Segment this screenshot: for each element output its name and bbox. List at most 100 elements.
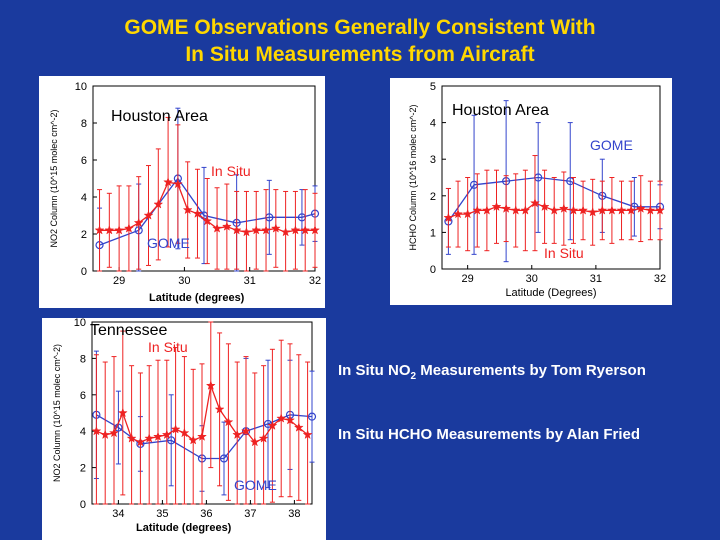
no2-tennessee-insitu-point: [117, 407, 128, 418]
hcho-houston-insitu-point: [539, 201, 550, 212]
no2-tennessee-insitu-point: [240, 425, 252, 436]
no2-houston-gome-series-line: [99, 177, 316, 246]
no2-houston-insitu-point: [231, 225, 242, 235]
hcho-houston-region-label: Houston Area: [452, 102, 549, 119]
no2-houston-insitu-point: [114, 225, 125, 235]
no2-houston-insitu-point: [309, 225, 321, 235]
no2-houston-chart: 0 2 4 6 8 10 29 30 31 32 NO2 Column (10^15 molec c…: [49, 81, 321, 287]
no2-tennessee-y-tick-label: 0: [80, 499, 86, 511]
no2-credit-prefix: In Situ NO: [338, 362, 411, 379]
hcho-houston-insitu-point: [501, 203, 512, 213]
hcho-houston-x-axis-label: Latitude (Degrees): [505, 287, 596, 299]
hcho-houston-insitu-point: [510, 205, 521, 215]
no2-tennessee-insitu-point: [205, 380, 216, 390]
hcho-houston-insitu-label: In Situ: [544, 245, 584, 261]
hcho-houston-insitu-point: [645, 205, 656, 215]
hcho-houston-insitu-point: [626, 205, 637, 215]
no2-houston-insitu-point: [202, 215, 213, 226]
no2-houston-y-axis-label: NO2 Column (10^15 molec cm^-2): [49, 110, 59, 248]
hcho-houston-insitu-point: [635, 203, 646, 213]
no2-houston-insitu-point: [300, 225, 311, 235]
no2-tennessee-gome-point: [307, 412, 317, 421]
hcho-houston-y-axis-label: HCHO Column (10^16 molec cm^-2): [408, 105, 418, 251]
no2-tennessee-gome-label: GOME: [234, 477, 277, 493]
no2-tennessee-insitu-label: In Situ: [148, 339, 188, 355]
no2-tennessee-insitu-point: [276, 413, 287, 423]
no2-tennessee-x-tick-label: 35: [156, 508, 168, 520]
no2-tennessee-x-tick-label: 36: [200, 508, 212, 520]
hcho-houston-insitu-point: [462, 208, 473, 219]
no2-tennessee-insitu-point: [100, 429, 111, 440]
hcho-houston-insitu-point: [549, 205, 560, 215]
no2-tennessee-insitu-point: [267, 420, 278, 431]
no2-tennessee-y-tick-label: 10: [74, 318, 86, 329]
no2-tennessee-insitu-point: [232, 429, 243, 440]
hcho-credit-note: In Situ HCHO Measurements by Alan Fried: [338, 426, 640, 443]
no2-tennessee-insitu-point: [302, 429, 313, 440]
no2-tennessee-y-tick-label: 4: [80, 426, 86, 438]
no2-tennessee-y-tick-label: 2: [80, 463, 86, 475]
hcho-houston-insitu-point: [616, 205, 627, 215]
no2-tennessee-insitu-point: [223, 416, 234, 427]
no2-houston-y-tick-label: 6: [81, 155, 87, 167]
no2-houston-insitu-point: [280, 226, 291, 237]
no2-tennessee-gome-point: [219, 454, 229, 463]
hcho-houston-x-tick-label: 32: [654, 273, 666, 285]
hcho-houston-insitu-point: [597, 205, 608, 215]
no2-houston-x-tick-label: 31: [244, 275, 256, 287]
hcho-houston-plot-frame: [441, 85, 661, 270]
no2-tennessee-insitu-point: [144, 433, 155, 443]
no2-houston-y-tick-label: 4: [81, 192, 87, 204]
hcho-houston-y-tick-label: 4: [430, 118, 436, 130]
hcho-houston-insitu-point: [587, 207, 598, 217]
no2-houston-insitu-point: [94, 225, 105, 235]
hcho-houston-insitu-point: [578, 205, 589, 215]
hcho-houston-insitu-point: [568, 205, 579, 215]
no2-houston-insitu-point: [133, 217, 144, 228]
no2-houston-insitu-point: [270, 223, 281, 233]
no2-houston-x-tick-label: 29: [113, 275, 125, 287]
no2-houston-insitu-point: [143, 210, 154, 220]
no2-houston-y-tick-label: 2: [81, 229, 87, 241]
no2-houston-insitu-point: [290, 225, 301, 235]
no2-houston-insitu-point: [251, 225, 262, 235]
no2-tennessee-y-tick-label: 8: [80, 353, 86, 365]
no2-houston-insitu-point: [221, 221, 232, 231]
hcho-houston-insitu-point: [443, 212, 454, 223]
no2-houston-insitu-point: [172, 178, 183, 189]
hcho-houston-insitu-point: [529, 197, 541, 208]
hcho-houston-chart: 0 1 2 3 4 5 29 30 31 32 HCHO Column (10^16 molec c…: [408, 81, 666, 299]
no2-tennessee-x-tick-label: 38: [288, 508, 300, 520]
hcho-houston-insitu-point: [558, 203, 569, 213]
hcho-houston-x-tick-label: 30: [526, 273, 538, 285]
no2-tennessee-panel: 0 2 4 6 8 10 34 35 36 37 38 NO2 Column (10^15 molec…: [42, 318, 326, 540]
hcho-houston-insitu-point: [472, 205, 483, 215]
no2-houston-insitu-point: [123, 223, 134, 233]
no2-tennessee-insitu-point: [293, 422, 304, 432]
slide-title: GOME Observations Generally Consistent W…: [0, 14, 720, 68]
title-line-1: GOME Observations Generally Consistent W…: [124, 16, 596, 39]
no2-houston-insitu-point: [104, 225, 115, 235]
no2-houston-y-tick-label: 8: [81, 118, 87, 130]
hcho-houston-y-tick-label: 5: [430, 81, 436, 93]
no2-houston-y-tick-label: 10: [75, 81, 87, 93]
no2-tennessee-insitu-point: [108, 427, 120, 438]
no2-tennessee-insitu-point: [179, 427, 190, 438]
no2-tennessee-x-tick-label: 37: [244, 508, 256, 520]
hcho-houston-y-tick-label: 0: [430, 264, 436, 276]
hcho-houston-x-tick-label: 31: [590, 273, 602, 285]
no2-houston-x-tick-label: 30: [178, 275, 190, 287]
hcho-houston-y-tick-label: 1: [430, 227, 436, 239]
no2-tennessee-region-label: Tennessee: [90, 322, 168, 339]
hcho-houston-y-tick-label: 3: [430, 154, 436, 166]
no2-tennessee-insitu-point: [258, 433, 269, 443]
no2-houston-insitu-point: [192, 208, 203, 218]
no2-credit-suffix: Measurements by Tom Ryerson: [416, 362, 646, 379]
no2-houston-y-tick-label: 0: [81, 266, 87, 278]
no2-tennessee-gome-series-line: [96, 414, 313, 460]
no2-tennessee-insitu-point: [196, 431, 208, 441]
no2-credit-note: In Situ NO2 Measurements by Tom Ryerson: [338, 362, 646, 382]
hcho-houston-panel: 0 1 2 3 4 5 29 30 31 32 HCHO Column (10^16 molec c…: [390, 78, 672, 305]
title-line-2: In Situ Measurements from Aircraft: [185, 43, 535, 66]
no2-houston-insitu-point: [182, 204, 193, 215]
